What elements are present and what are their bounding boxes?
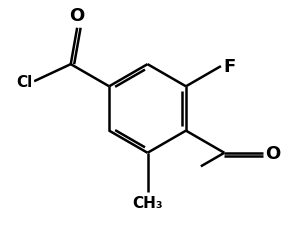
Text: O: O: [70, 7, 85, 25]
Text: F: F: [224, 58, 236, 76]
Text: CH₃: CH₃: [132, 195, 163, 210]
Text: Cl: Cl: [16, 74, 32, 89]
Text: O: O: [265, 144, 280, 162]
